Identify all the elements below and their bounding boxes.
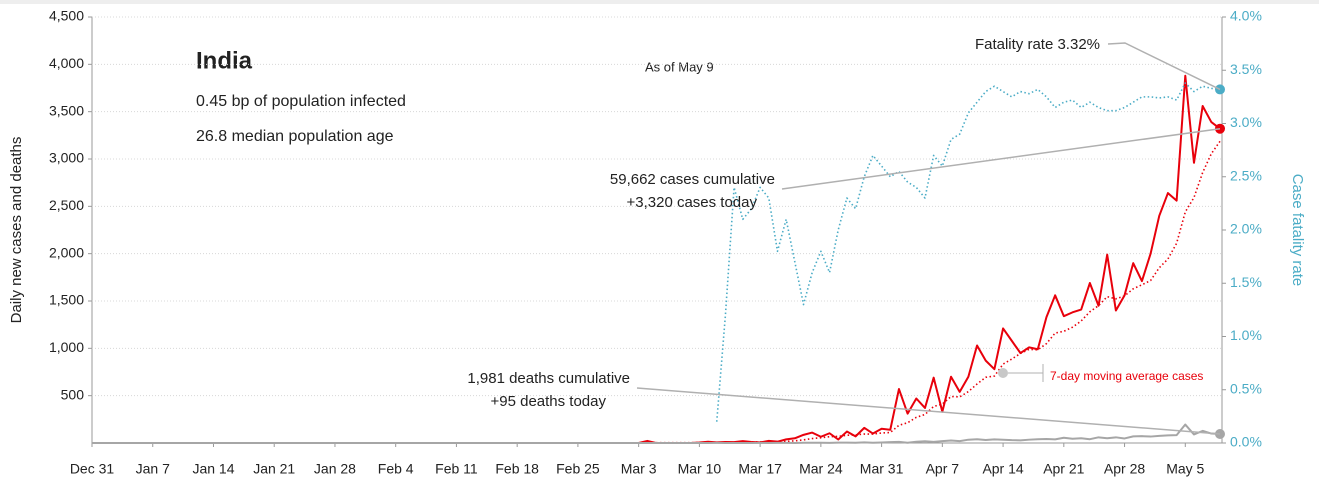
x-tick-label: May 5 [1166,461,1204,477]
legend-label: 7-day moving average cases [1050,369,1203,383]
annotation: Fatality rate 3.32% [975,36,1100,53]
x-tick-label: Feb 4 [378,461,414,477]
y-tick-label: 3,500 [49,102,84,118]
subtitle: 26.8 median population age [196,128,394,145]
x-tick-label: Dec 31 [70,461,115,477]
leader-line [1107,42,1221,91]
x-tick-label: Apr 14 [982,461,1023,477]
leader-line [636,387,1221,435]
top-strip [0,0,1319,4]
y2-tick-label: 0.5% [1230,380,1262,396]
y2-tick-label: 1.5% [1230,274,1262,290]
y-tick-label: 4,500 [49,8,84,24]
subtitle: 0.45 bp of population infected [196,93,406,110]
x-tick-label: Apr 7 [926,461,960,477]
y2-tick-label: 2.0% [1230,221,1262,237]
y-tick-label: 1,000 [49,339,84,355]
y-axis-label: Daily new cases and deaths [8,137,25,324]
annotation: 59,662 cases cumulative [610,171,775,188]
x-tick-label: Feb 25 [556,461,600,477]
x-tick-label: Feb 18 [495,461,539,477]
y-tick-label: 500 [61,386,85,402]
x-tick-label: Jan 28 [314,461,356,477]
y-tick-label: 3,000 [49,150,84,166]
y2-axis-label: Case fatality rate [1289,174,1306,287]
chart-title: India [196,47,253,74]
x-tick-label: Jan 14 [192,461,234,477]
y2-tick-label: 3.0% [1230,114,1262,130]
series-line [92,423,1221,444]
x-tick-label: Feb 11 [435,461,478,477]
y2-tick-label: 4.0% [1230,8,1262,24]
x-tick-label: Apr 21 [1043,461,1084,477]
y2-tick-label: 3.5% [1230,61,1262,77]
leader-line [781,127,1221,190]
y-tick-label: 4,000 [49,55,84,71]
x-tick-label: Jan 21 [253,461,295,477]
y2-tick-label: 0.0% [1230,434,1262,450]
y2-tick-label: 1.0% [1230,327,1262,343]
y-tick-label: 2,000 [49,244,84,260]
y-tick-label: 1,500 [49,292,84,308]
x-tick-label: Mar 24 [799,461,843,477]
y2-tick-label: 2.5% [1230,167,1262,183]
x-tick-label: Mar 17 [738,461,782,477]
annotation: +3,320 cases today [626,194,757,211]
annotation: +95 deaths today [490,393,606,410]
y-tick-label: 2,500 [49,197,84,213]
x-tick-label: Mar 3 [621,461,657,477]
legend-marker [998,368,1008,378]
date-note: As of May 9 [645,59,714,74]
annotation: 1,981 deaths cumulative [467,370,630,387]
x-tick-label: Mar 10 [678,461,722,477]
x-tick-label: Mar 31 [860,461,904,477]
x-tick-label: Apr 28 [1104,461,1145,477]
x-tick-label: Jan 7 [136,461,170,477]
